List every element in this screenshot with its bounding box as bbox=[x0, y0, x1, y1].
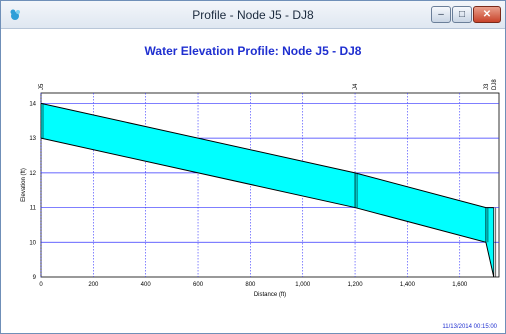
water-area bbox=[41, 103, 494, 277]
node-label: J3 bbox=[484, 83, 490, 90]
y-tick-label: 9 bbox=[33, 275, 37, 281]
y-tick-label: 14 bbox=[29, 101, 36, 107]
x-tick-label: 1,400 bbox=[400, 282, 416, 288]
window-title: Profile - Node J5 - DJ8 bbox=[192, 8, 314, 22]
y-tick-label: 10 bbox=[29, 240, 36, 246]
y-tick-label: 11 bbox=[30, 206, 37, 212]
swmm-app-icon bbox=[10, 9, 20, 20]
y-axis-label: Elevation (ft) bbox=[21, 168, 27, 202]
x-axis-label: Distance (ft) bbox=[254, 292, 286, 298]
profile-chart: Water Elevation Profile: Node J5 - DJ8 9… bbox=[1, 30, 505, 333]
series-top-line bbox=[40, 102, 494, 209]
x-tick-label: 600 bbox=[193, 282, 204, 288]
x-tick-label: 1,200 bbox=[348, 282, 364, 288]
x-tick-label: 1,000 bbox=[295, 282, 311, 288]
minimize-button[interactable]: – bbox=[431, 6, 451, 23]
close-button[interactable]: ✕ bbox=[473, 6, 501, 23]
series-bottom-line bbox=[40, 137, 495, 278]
y-tick-label: 12 bbox=[29, 171, 36, 177]
node-label: DJ8 bbox=[492, 79, 498, 90]
x-tick-label: 1,600 bbox=[452, 282, 468, 288]
x-tick-label: 0 bbox=[39, 282, 43, 288]
node-label: J5 bbox=[39, 83, 45, 90]
title-bar[interactable]: Profile - Node J5 - DJ8 – □ ✕ bbox=[1, 1, 505, 29]
y-tick-label: 13 bbox=[29, 136, 36, 142]
node-label: J4 bbox=[353, 83, 359, 90]
timestamp-label: 11/13/2014 00:15:00 bbox=[442, 324, 497, 330]
x-tick-label: 400 bbox=[141, 282, 152, 288]
chart-title: Water Elevation Profile: Node J5 - DJ8 bbox=[144, 44, 362, 58]
x-tick-label: 200 bbox=[88, 282, 99, 288]
x-tick-label: 800 bbox=[245, 282, 256, 288]
maximize-button[interactable]: □ bbox=[452, 6, 472, 23]
plot-canvas: 9 10 11 12 13 14 0 200 400 600 800 1,000 1,200 1,400 1… bbox=[21, 79, 500, 298]
